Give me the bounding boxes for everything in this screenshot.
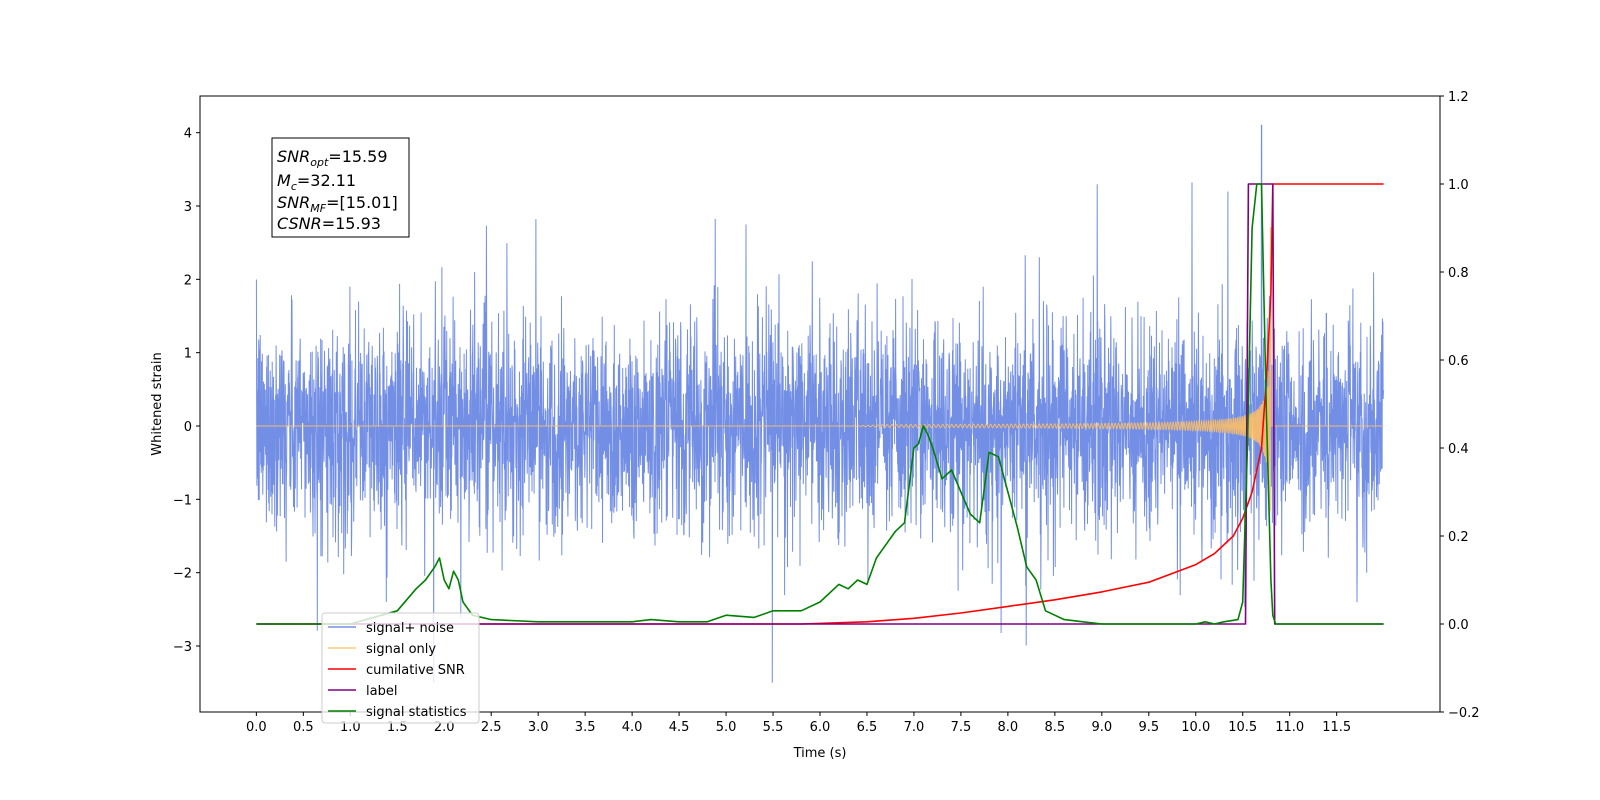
x-tick-label: 10.5: [1228, 720, 1257, 735]
x-axis: 0.0 0.5 1.0 1.5 2.0 2.5 3.0 3.5 4.0 4.5 5.0 5.5 6.0 6…: [246, 712, 1351, 735]
x-tick-label: 0.0: [246, 720, 267, 735]
series-signal-noise: [255, 124, 1385, 683]
x-tick-label: 9.5: [1138, 720, 1159, 735]
x-tick-label: 7.0: [904, 720, 925, 735]
y-tick-label-left: −1: [173, 493, 192, 508]
y-tick-label-left: −3: [173, 640, 192, 655]
legend-entry: signal only: [366, 642, 436, 657]
legend-entry: cumilative SNR: [366, 663, 465, 678]
annotation-snr-opt: SNRopt=15.59: [277, 147, 388, 169]
legend-frame: [321, 612, 480, 724]
y-tick-label-right: 0.2: [1448, 530, 1469, 545]
x-tick-label: 0.5: [293, 720, 314, 735]
x-tick-label: 6.0: [810, 720, 831, 735]
annotation-box: SNRopt=15.59 Mc=32.11 SNRMF=[15.01] CSNR…: [271, 137, 410, 238]
x-tick-label: 9.0: [1091, 720, 1112, 735]
x-tick-label: 8.5: [1045, 720, 1066, 735]
x-tick-label: 4.0: [622, 720, 643, 735]
x-axis-label: Time (s): [793, 746, 847, 761]
y-tick-label-right: 0.4: [1448, 442, 1469, 457]
series-signal-statistics: [256, 183, 1384, 625]
x-tick-label: 2.0: [434, 720, 455, 735]
y-tick-label-right: 0.6: [1448, 354, 1469, 369]
y-axis-label-left: Whitened strain: [150, 352, 165, 455]
y-tick-label-right: 1.0: [1448, 178, 1469, 193]
x-tick-label: 5.5: [763, 720, 784, 735]
x-tick-label: 11.0: [1275, 720, 1304, 735]
x-tick-label: 5.0: [716, 720, 737, 735]
x-tick-label: 11.5: [1322, 720, 1351, 735]
x-tick-label: 6.5: [857, 720, 878, 735]
y-tick-label-right: 0.0: [1448, 618, 1469, 633]
legend-entry: label: [366, 684, 397, 699]
y-axis-right: 1.2 1.0 0.8 0.6 0.4 0.2 0.0 −0.2: [1440, 90, 1480, 721]
x-tick-label: 4.5: [669, 720, 690, 735]
x-tick-label: 3.5: [575, 720, 596, 735]
x-tick-label: 3.0: [528, 720, 549, 735]
x-tick-label: 10.0: [1181, 720, 1210, 735]
legend-entry: signal statistics: [366, 705, 467, 720]
annotation-frame: [271, 137, 410, 238]
legend-entry: signal+ noise: [366, 621, 454, 636]
x-tick-label: 1.0: [340, 720, 361, 735]
x-tick-label: 1.5: [387, 720, 408, 735]
y-tick-label-right: 1.2: [1448, 90, 1469, 105]
annotation-snr-mf: SNRMF=[15.01]: [277, 193, 398, 215]
plot-area: [255, 124, 1385, 683]
y-tick-label-left: 2: [184, 273, 192, 288]
y-tick-label-right: −0.2: [1448, 706, 1480, 721]
legend: signal+ noise signal only cumilative SNR la…: [321, 612, 480, 724]
y-tick-label-left: 0: [184, 420, 192, 435]
series-signal-only: [256, 227, 1384, 520]
y-tick-label-left: −2: [173, 567, 192, 582]
x-tick-label: 7.5: [951, 720, 972, 735]
x-tick-label: 8.0: [998, 720, 1019, 735]
y-tick-label-right: 0.8: [1448, 266, 1469, 281]
x-tick-label: 2.5: [481, 720, 502, 735]
y-tick-label-left: 4: [184, 127, 192, 142]
y-tick-label-left: 3: [184, 200, 192, 215]
annotation-csnr: CSNR=15.93: [277, 214, 381, 233]
y-axis-left: 4 3 2 1 0 −1 −2 −3: [173, 127, 200, 655]
annotation-chirp-mass: Mc=32.11: [277, 171, 356, 193]
y-tick-label-left: 1: [184, 347, 192, 362]
